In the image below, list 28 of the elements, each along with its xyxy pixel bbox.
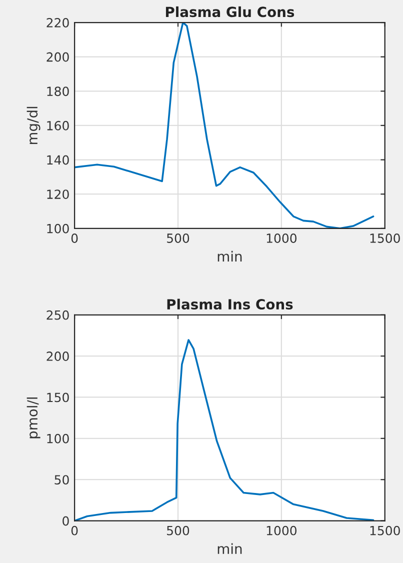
y-tick-label: 0 xyxy=(62,516,69,526)
y-tick-label: 150 xyxy=(47,392,69,402)
x-axis-title: min xyxy=(218,543,242,554)
y-tick-label: 180 xyxy=(47,86,69,96)
x-tick-label: 500 xyxy=(167,526,190,536)
y-tick-label: 100 xyxy=(47,434,69,444)
chart-title: Plasma Ins Cons xyxy=(167,298,293,310)
y-tick-label: 100 xyxy=(47,224,69,234)
x-tick-label: 1000 xyxy=(266,526,297,536)
chart-title: Plasma Glu Cons xyxy=(166,6,294,18)
x-tick-label: 500 xyxy=(167,233,190,243)
y-axis-title: mg/dl xyxy=(26,106,40,144)
y-tick-label: 140 xyxy=(47,155,69,165)
x-axis-title: min xyxy=(218,250,242,262)
y-tick-label: 200 xyxy=(46,52,69,62)
y-tick-label: 120 xyxy=(47,190,69,200)
y-axis-title: pmol/l xyxy=(26,398,40,438)
line-series xyxy=(74,339,374,521)
y-tick-label: 160 xyxy=(47,120,69,130)
x-tick-label: 0 xyxy=(71,233,78,243)
y-tick-label: 250 xyxy=(46,310,69,320)
x-tick-label: 0 xyxy=(71,526,78,536)
y-tick-label: 50 xyxy=(54,475,69,485)
x-tick-label: 1500 xyxy=(370,526,400,536)
y-tick-label: 200 xyxy=(46,352,69,361)
x-tick-label: 1000 xyxy=(266,233,297,243)
y-tick-label: 220 xyxy=(46,18,69,28)
x-tick-label: 1500 xyxy=(370,233,400,243)
